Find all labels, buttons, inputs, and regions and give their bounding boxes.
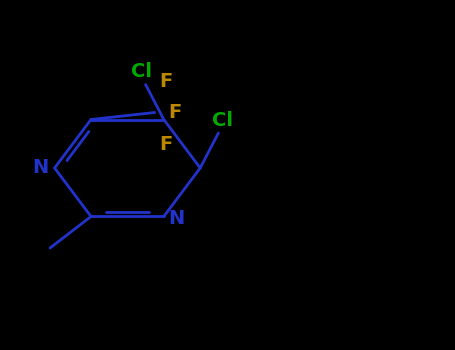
- Text: N: N: [168, 209, 185, 228]
- Text: N: N: [32, 158, 49, 177]
- Text: F: F: [159, 134, 172, 154]
- Text: F: F: [168, 103, 182, 122]
- Text: Cl: Cl: [212, 111, 233, 130]
- Text: Cl: Cl: [131, 62, 152, 81]
- Text: F: F: [159, 71, 172, 91]
